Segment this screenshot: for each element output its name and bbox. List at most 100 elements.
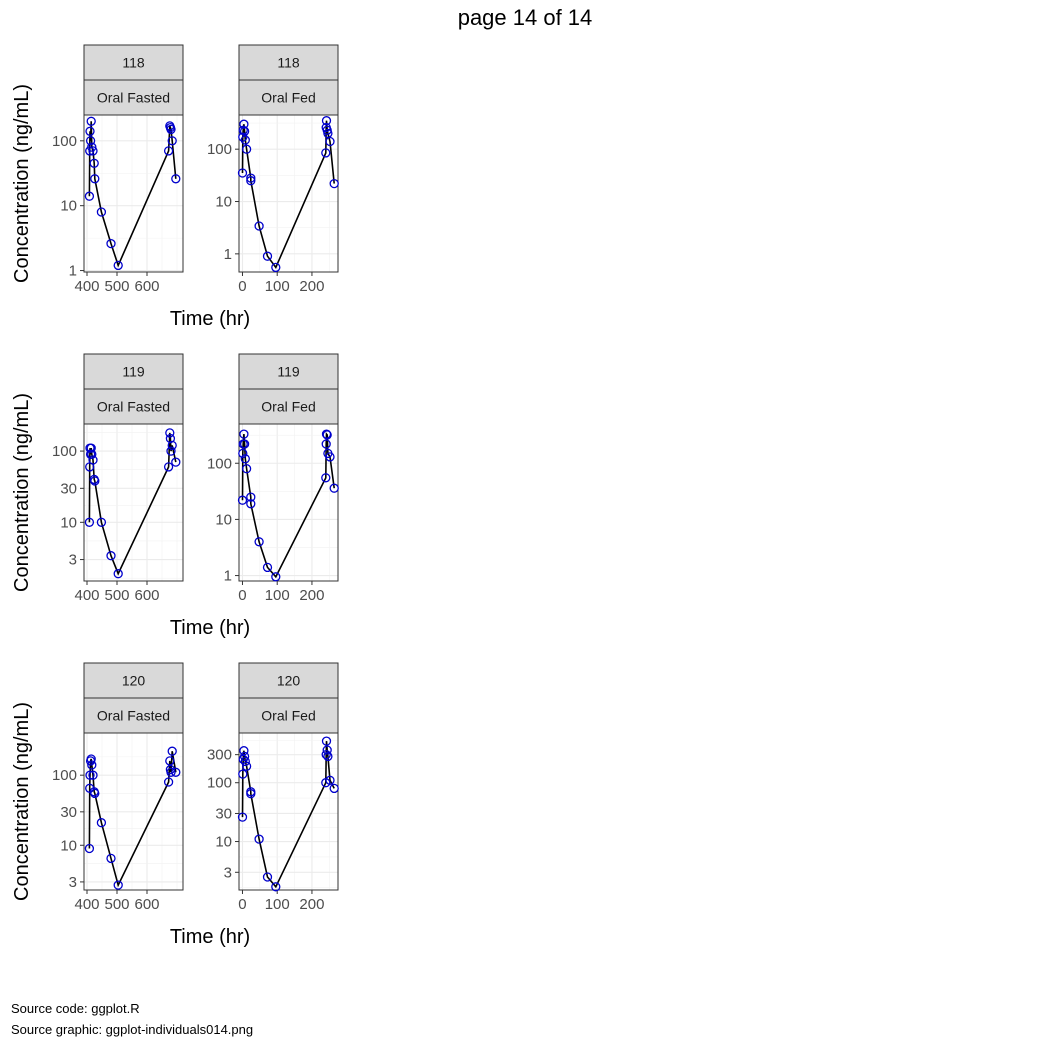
y-tick-label: 300 <box>207 747 232 764</box>
data-point <box>323 751 333 762</box>
y-tick-label: 3 <box>69 874 77 891</box>
strip-treatment-label: Oral Fasted <box>97 399 170 415</box>
data-point <box>165 756 175 766</box>
y-tick-label: 1 <box>69 263 77 280</box>
data-point <box>171 457 181 467</box>
y-tick-label: 100 <box>207 775 232 792</box>
data-point <box>325 775 335 785</box>
data-point <box>321 736 332 746</box>
data-point <box>87 449 97 459</box>
data-point <box>254 221 264 231</box>
y-tick-label: 10 <box>60 514 77 531</box>
strip-treatment <box>83 79 184 116</box>
data-point <box>239 746 249 756</box>
data-point <box>262 872 273 882</box>
data-point <box>167 746 177 756</box>
y-tick-label: 100 <box>52 133 77 150</box>
data-point <box>329 483 339 493</box>
data-point <box>87 760 97 770</box>
gridlines <box>84 733 183 890</box>
data-point <box>246 173 256 183</box>
data-point <box>241 464 252 474</box>
strip-treatment <box>238 697 339 734</box>
source-graphic-caption: Source graphic: ggplot-individuals014.pn… <box>11 1022 253 1037</box>
data-point <box>96 517 107 527</box>
y-tick-label: 10 <box>215 194 232 211</box>
y-axis-title: Concentration (ng/mL) <box>11 84 33 283</box>
source-code-caption: Source code: ggplot.R <box>11 1001 140 1016</box>
plot-area <box>238 423 339 582</box>
data-point <box>87 142 97 152</box>
data-point <box>321 116 332 126</box>
y-tick-label: 100 <box>52 443 77 460</box>
strip-treatment <box>238 79 339 116</box>
x-axis-title: Time (hr) <box>170 308 250 330</box>
strip-treatment <box>238 388 339 425</box>
data-point <box>322 430 332 440</box>
concentration-line <box>241 432 335 579</box>
data-point <box>321 148 331 158</box>
x-tick-label: 500 <box>104 587 129 604</box>
concentration-line <box>88 432 177 576</box>
x-tick-label: 500 <box>104 896 129 913</box>
data-point <box>88 455 98 465</box>
facet-panel: 118 Oral Fasted 400 500 600 1 10 100 <box>52 44 184 295</box>
x-tick-label: 400 <box>74 587 99 604</box>
concentration-line <box>241 741 335 889</box>
data-point <box>239 429 249 439</box>
data-point <box>90 788 100 799</box>
data-point <box>166 446 176 456</box>
data-point <box>85 126 95 136</box>
data-point <box>271 262 281 273</box>
strip-treatment <box>83 388 184 425</box>
y-tick-label: 10 <box>215 834 232 851</box>
data-point <box>238 769 248 779</box>
data-point <box>238 448 248 459</box>
x-axis-title: Time (hr) <box>170 617 250 639</box>
data-point <box>166 767 176 777</box>
data-point <box>237 168 248 178</box>
strip-subject-label: 120 <box>277 673 301 689</box>
data-point <box>239 126 250 136</box>
data-point <box>238 125 248 135</box>
y-tick-label: 1 <box>224 246 232 263</box>
data-point <box>88 146 98 156</box>
x-tick-label: 400 <box>74 278 99 295</box>
data-point <box>240 135 250 145</box>
y-tick-label: 10 <box>60 198 77 215</box>
data-point <box>240 756 250 767</box>
x-tick-label: 0 <box>238 896 246 913</box>
data-point <box>246 492 256 502</box>
plot-border <box>83 423 184 582</box>
data-point <box>246 789 256 799</box>
data-point <box>96 818 107 828</box>
strip-subject-label: 120 <box>122 673 146 689</box>
strip-subject <box>83 662 184 699</box>
plot-border <box>238 732 339 891</box>
x-tick-label: 100 <box>265 278 290 295</box>
y-tick-label: 100 <box>207 455 232 472</box>
y-axis-title: Concentration (ng/mL) <box>11 393 33 592</box>
data-point <box>325 452 335 462</box>
data-point <box>171 767 181 777</box>
data-point <box>167 136 177 146</box>
y-tick-label: 100 <box>52 767 77 784</box>
strip-treatment-label: Oral Fasted <box>97 708 170 724</box>
data-point <box>86 443 96 453</box>
x-axis-title: Time (hr) <box>170 926 250 948</box>
data-point <box>165 433 176 444</box>
plot-border <box>238 114 339 273</box>
plot-border <box>83 114 184 273</box>
data-point <box>246 499 256 509</box>
data-point <box>84 191 95 201</box>
strip-subject <box>83 353 184 390</box>
y-tick-label: 1 <box>224 568 232 585</box>
plot-area <box>238 732 339 891</box>
data-point <box>262 251 273 261</box>
data-point <box>85 770 95 780</box>
data-point <box>237 812 248 822</box>
x-tick-label: 0 <box>238 587 246 604</box>
